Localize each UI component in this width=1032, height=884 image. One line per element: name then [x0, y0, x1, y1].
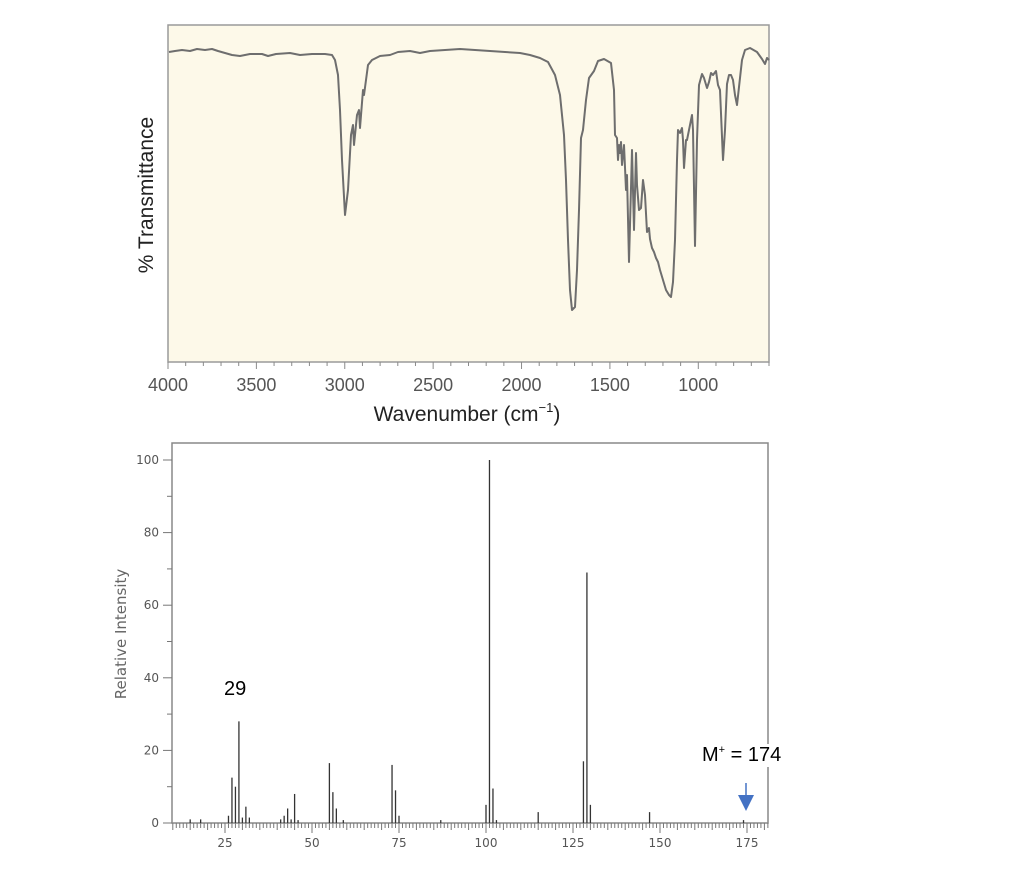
ir-spectrum-line — [168, 47, 770, 311]
ms-y-tick-label: 20 — [144, 743, 159, 757]
ir-x-ticks — [167, 362, 770, 369]
ms-y-tick-label: 40 — [144, 671, 159, 685]
ir-x-tick-label: 2000 — [502, 375, 542, 395]
ir-x-tick-label: 1500 — [590, 375, 630, 395]
ir-x-tick-label: 2500 — [413, 375, 453, 395]
ir-x-tick-labels: 4000 3500 3000 2500 2000 1500 1000 — [148, 375, 718, 395]
ms-y-ticks: 0 20 40 60 80 100 — [136, 453, 172, 830]
ir-y-axis-title: % Transmittance — [135, 117, 158, 273]
ms-x-tick-label: 150 — [649, 836, 672, 850]
ms-x-tick-label: 175 — [736, 836, 759, 850]
annotation-molecular-ion: M+ = 174 — [699, 744, 785, 767]
ir-x-tick-label: 3500 — [236, 375, 276, 395]
annotation-peak-29: 29 — [224, 678, 247, 701]
ir-spectrum-chart: 4000 3500 3000 2500 2000 1500 1000 Wavenumber … — [135, 24, 770, 426]
ir-x-tick-label: 1000 — [678, 375, 718, 395]
ms-x-tick-label: 100 — [475, 836, 498, 850]
ms-plot-area — [171, 442, 769, 824]
ms-y-tick-label: 60 — [144, 598, 159, 612]
ir-x-axis-title: Wavenumber (cm−1) — [374, 400, 561, 426]
ms-x-tick-label: 125 — [562, 836, 585, 850]
ir-plot-area — [167, 24, 770, 363]
ir-x-tick-label: 4000 — [148, 375, 188, 395]
ir-x-tick-label: 3000 — [325, 375, 365, 395]
molecular-ion-arrow-icon — [738, 783, 754, 811]
ms-y-tick-label: 80 — [144, 526, 159, 540]
ms-y-tick-label: 0 — [151, 816, 159, 830]
ms-x-ticks: 25 50 75 100 125 150 175 — [172, 823, 769, 850]
ms-x-tick-label: 50 — [304, 836, 319, 850]
ms-x-tick-label: 75 — [391, 836, 406, 850]
ms-y-axis-title: Relative Intensity — [112, 569, 130, 700]
ms-x-tick-label: 25 — [217, 836, 232, 850]
ms-peaks — [189, 460, 745, 823]
ms-y-tick-label: 100 — [136, 453, 159, 467]
